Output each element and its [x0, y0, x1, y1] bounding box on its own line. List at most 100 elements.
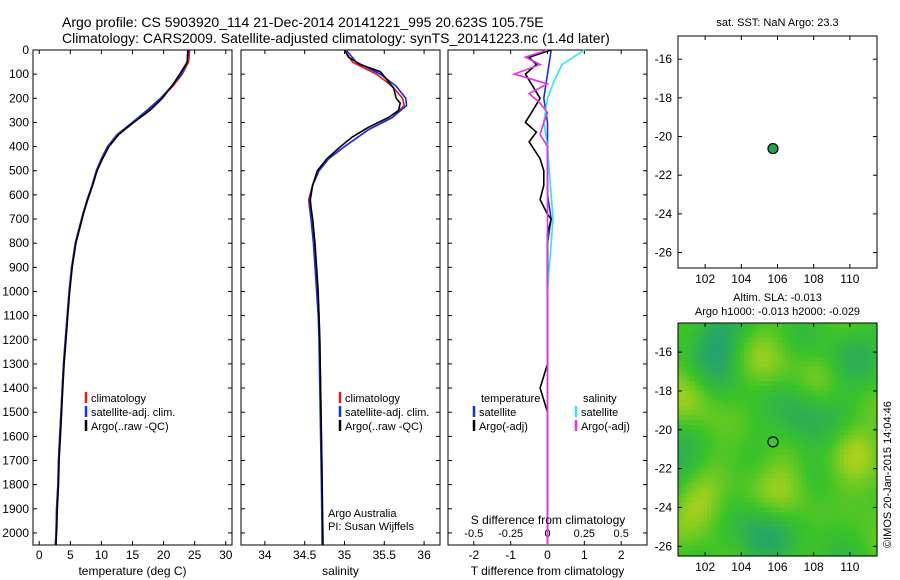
- heat-cell: [731, 381, 737, 387]
- heat-cell: [843, 463, 849, 470]
- heat-cell: [694, 541, 700, 547]
- series-line-argo-adj-: [524, 49, 553, 545]
- heat-cell: [719, 439, 725, 445]
- heat-cell: [678, 376, 683, 382]
- heat-cell: [711, 371, 716, 377]
- heat-cell: [711, 522, 716, 528]
- heat-cell: [727, 454, 733, 460]
- heat-cell: [802, 366, 808, 373]
- heat-cell: [835, 323, 841, 329]
- heat-cell: [773, 366, 779, 373]
- heat-cell: [760, 429, 766, 436]
- heat-cell: [798, 386, 803, 392]
- heat-cell: [752, 497, 758, 504]
- heat-cell: [852, 376, 857, 382]
- heat-cell: [756, 546, 762, 552]
- heat-cell: [868, 352, 874, 358]
- heat-cell: [686, 458, 692, 465]
- heat-cell: [760, 376, 766, 382]
- heat-cell: [835, 332, 841, 339]
- heat-cell: [752, 449, 758, 455]
- heat-cell: [702, 454, 708, 460]
- heat-cell: [814, 522, 820, 528]
- heat-cell: [690, 512, 696, 518]
- heat-cell: [740, 347, 745, 353]
- heat-cell: [723, 449, 729, 455]
- heat-cell: [760, 352, 766, 358]
- heat-cell: [740, 342, 745, 348]
- heat-cell: [690, 546, 696, 552]
- heat-cell: [760, 424, 766, 431]
- heat-cell: [723, 400, 729, 407]
- heat-cell: [781, 512, 787, 518]
- heat-cell: [773, 478, 779, 484]
- heat-cell: [678, 512, 683, 518]
- heat-cell: [872, 458, 878, 465]
- heat-cell: [748, 342, 754, 348]
- heat-cell: [748, 371, 754, 377]
- heat-cell: [847, 386, 853, 392]
- heat-cell: [698, 473, 704, 479]
- heat-cell: [723, 337, 729, 344]
- heat-cell: [690, 522, 696, 528]
- heat-cell: [682, 502, 687, 509]
- heat-cell: [727, 444, 733, 450]
- heat-cell: [686, 405, 692, 411]
- heat-cell: [872, 337, 878, 344]
- heat-cell: [723, 434, 729, 441]
- heat-cell: [723, 327, 729, 334]
- heat-cell: [715, 376, 721, 382]
- heat-cell: [678, 356, 683, 363]
- legend-label: Argo(..raw -QC): [345, 421, 423, 433]
- heat-cell: [731, 361, 737, 368]
- heat-cell: [806, 458, 812, 465]
- heat-cell: [760, 410, 766, 416]
- heat-cell: [852, 507, 857, 513]
- heat-cell: [868, 449, 874, 455]
- heat-cell: [777, 444, 783, 450]
- heat-cell: [682, 337, 687, 344]
- heat-cell: [682, 488, 687, 494]
- heat-cell: [702, 361, 708, 368]
- heat-cell: [719, 386, 725, 392]
- heat-cell: [856, 420, 862, 426]
- heat-cell: [827, 356, 832, 363]
- heat-cell: [798, 356, 803, 363]
- heat-cell: [864, 395, 870, 402]
- heat-cell: [694, 492, 700, 499]
- heat-cell: [748, 439, 754, 445]
- heat-cell: [789, 337, 795, 344]
- heat-cell: [798, 352, 803, 358]
- heat-cell: [827, 502, 832, 509]
- heat-cell: [731, 400, 737, 407]
- heat-cell: [818, 376, 824, 382]
- heat-cell: [702, 536, 708, 543]
- heat-cell: [806, 381, 812, 387]
- heat-cell: [715, 381, 721, 387]
- heat-cell: [748, 463, 754, 470]
- heat-cell: [698, 410, 704, 416]
- heat-cell: [843, 541, 849, 547]
- heat-cell: [823, 536, 828, 543]
- heat-cell: [860, 512, 866, 518]
- heat-cell: [736, 507, 741, 513]
- heat-cell: [823, 352, 828, 358]
- heat-cell: [686, 444, 692, 450]
- heat-cell: [814, 376, 820, 382]
- heat-cell: [727, 492, 733, 499]
- heat-cell: [781, 361, 787, 368]
- heat-cell: [765, 517, 770, 523]
- heat-cell: [756, 434, 762, 441]
- heat-cell: [765, 361, 770, 368]
- heat-cell: [678, 507, 683, 513]
- heat-cell: [769, 371, 774, 377]
- heat-cell: [773, 468, 779, 475]
- heat-cell: [798, 522, 803, 528]
- heat-cell: [690, 531, 696, 538]
- heat-cell: [686, 488, 692, 494]
- heat-cell: [839, 420, 845, 426]
- heat-cell: [711, 546, 716, 552]
- heat-cell: [707, 502, 712, 509]
- heat-cell: [690, 337, 696, 344]
- heat-cell: [723, 405, 729, 411]
